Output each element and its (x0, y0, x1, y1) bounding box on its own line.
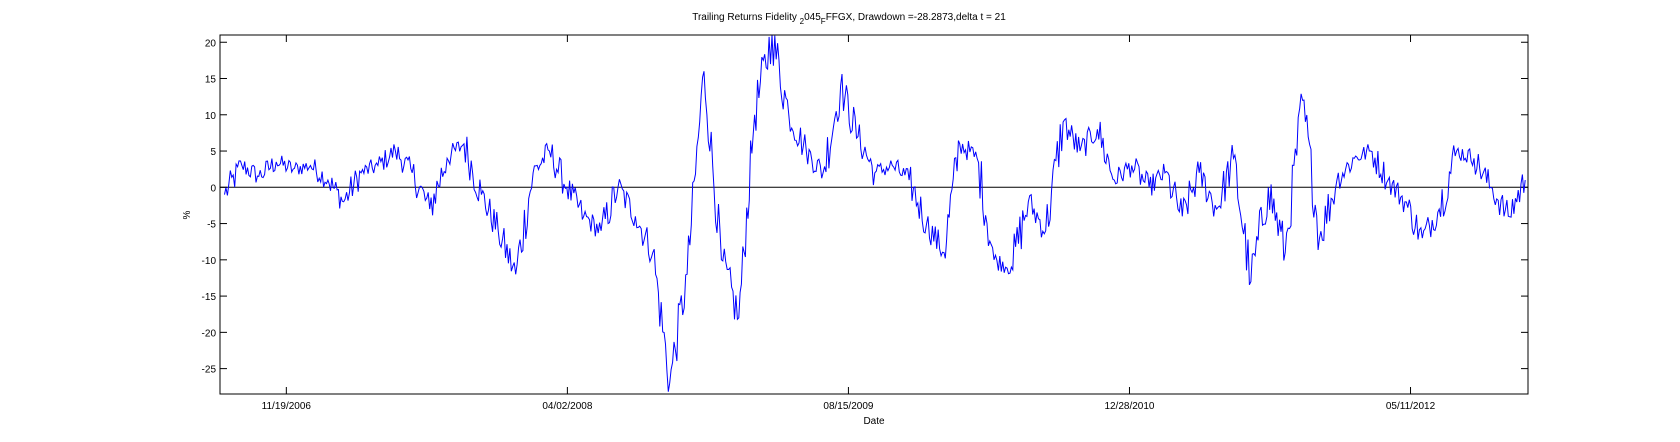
y-tick-label: 15 (205, 75, 217, 86)
x-tick-label: 05/11/2012 (1386, 401, 1436, 412)
y-tick-labels: 20 15 10 5 0 -5 -10 -15 -20 -25 (202, 38, 217, 375)
x-tick-label: 08/15/2009 (823, 401, 873, 412)
series-line (224, 34, 1526, 392)
y-tick-label: 10 (205, 111, 217, 122)
chart-title: Trailing Returns Fidelity 2045FFFGX, Dra… (692, 12, 1006, 26)
y-tick-label: 5 (210, 147, 216, 158)
y-tick-label: -20 (202, 328, 217, 339)
y-tick-label: 20 (205, 38, 217, 49)
y-tick-label: -5 (207, 220, 216, 231)
y-tick-label: -15 (202, 292, 217, 303)
plot-area-frame (219, 34, 1529, 395)
x-axis-label: Date (863, 416, 885, 427)
y-tick-label: 0 (210, 183, 216, 194)
y-tick-label: -10 (202, 256, 217, 267)
y-tick-label: -25 (202, 365, 217, 376)
x-tick-label: 12/28/2010 (1104, 401, 1154, 412)
x-tick-label: 11/19/2006 (262, 401, 312, 412)
y-axis-label: % (182, 210, 193, 219)
x-tick-labels: 11/19/2006 04/02/2008 08/15/2009 12/28/2010… (262, 401, 1436, 412)
x-tick-label: 04/02/2008 (542, 401, 592, 412)
